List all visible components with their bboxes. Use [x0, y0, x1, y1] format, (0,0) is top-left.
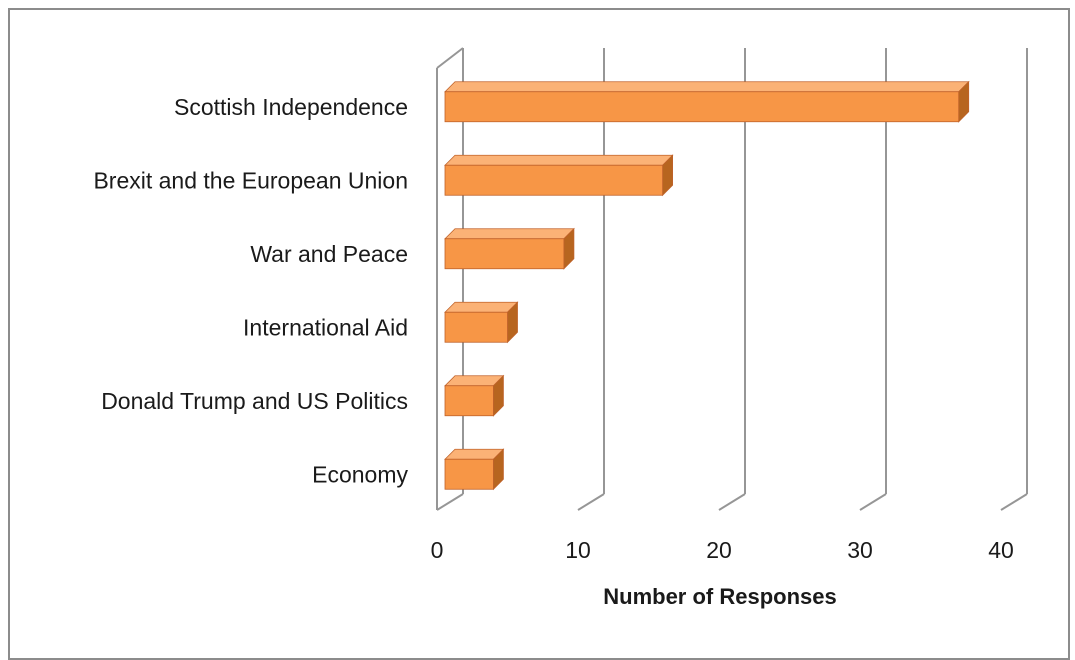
y-category-label: Donald Trump and US Politics	[101, 388, 408, 414]
grid-layer	[436, 47, 1028, 511]
bar	[444, 385, 494, 417]
bar-top	[444, 154, 674, 166]
gridline-floor-0	[436, 493, 464, 511]
bar-top	[444, 81, 970, 93]
x-tick-label: 10	[565, 537, 591, 563]
bar-top	[444, 228, 575, 240]
y-category-label: Scottish Independence	[174, 94, 408, 120]
bar	[444, 311, 508, 343]
bar	[444, 164, 664, 196]
x-axis-title: Number of Responses	[603, 584, 837, 609]
x-tick-label: 0	[431, 537, 444, 563]
labels-layer: 0 10 20 30 40 Scottish Independence Brexit and…	[93, 94, 1013, 563]
bar	[444, 458, 494, 490]
gridline-floor-20	[718, 493, 746, 511]
bar	[444, 91, 960, 123]
x-tick-label: 40	[988, 537, 1014, 563]
gridline-floor-40	[1000, 493, 1028, 511]
gridline-floor-30	[859, 493, 887, 511]
x-tick-label: 20	[706, 537, 732, 563]
y-category-label: Brexit and the European Union	[93, 167, 408, 193]
y-category-label: War and Peace	[250, 241, 408, 267]
y-category-label: Economy	[312, 461, 408, 487]
y-category-label: International Aid	[243, 314, 408, 340]
gridline-floor-10	[577, 493, 605, 511]
left-wall-top-edge	[436, 47, 464, 69]
bar	[444, 238, 565, 270]
x-tick-label: 30	[847, 537, 873, 563]
bars-layer	[444, 80, 970, 491]
bar-top	[444, 301, 519, 313]
